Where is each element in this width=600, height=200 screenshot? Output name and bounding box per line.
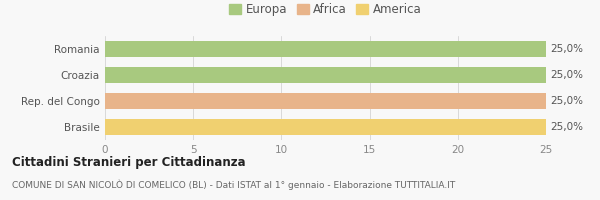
Bar (105, 41, 546, 57)
Text: 25,0%: 25,0% (550, 96, 583, 106)
Text: 25,0%: 25,0% (550, 122, 583, 132)
Bar (105, 119, 546, 135)
Text: Cittadini Stranieri per Cittadinanza: Cittadini Stranieri per Cittadinanza (12, 156, 245, 169)
Text: 25,0%: 25,0% (550, 44, 583, 54)
Text: COMUNE DI SAN NICOLÒ DI COMELICO (BL) - Dati ISTAT al 1° gennaio - Elaborazione : COMUNE DI SAN NICOLÒ DI COMELICO (BL) - … (12, 180, 455, 190)
Bar (105, 67, 546, 83)
Legend: Europa, Africa, America: Europa, Africa, America (224, 0, 427, 21)
Bar (105, 93, 546, 109)
Text: 25,0%: 25,0% (550, 70, 583, 80)
